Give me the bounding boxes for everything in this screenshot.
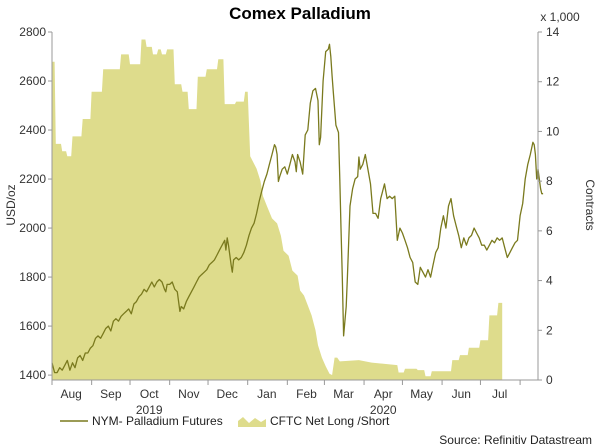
left-tick-label: 2400 (19, 123, 46, 137)
x-year-label: 2019 (136, 403, 163, 417)
right-tick-label: 6 (546, 224, 553, 238)
left-tick-label: 2000 (19, 221, 46, 235)
x-month-label: Jun (452, 387, 471, 401)
right-tick-label: 8 (546, 174, 553, 188)
right-tick-label: 4 (546, 274, 553, 288)
chart-title: Comex Palladium (229, 4, 371, 23)
right-tick-label: 14 (546, 25, 560, 39)
legend-label-cftc: CFTC Net Long /Short (270, 414, 390, 428)
legend: NYM- Palladium Futures CFTC Net Long /Sh… (60, 414, 390, 428)
area-series (52, 39, 503, 380)
x-month-label: Jan (257, 387, 276, 401)
legend-label-futures: NYM- Palladium Futures (92, 414, 223, 428)
area-cftc-net (52, 39, 503, 380)
source-note: Source: Refinitiv Datastream (439, 433, 592, 447)
right-tick-label: 10 (546, 124, 560, 138)
legend-area-swatch (238, 417, 266, 427)
left-tick-label: 2600 (19, 74, 46, 88)
line-series (51, 43, 544, 374)
x-month-label: May (410, 387, 433, 401)
right-axis-label: Contracts (583, 179, 597, 230)
line-palladium-futures (51, 43, 544, 374)
x-month-label: Mar (333, 387, 354, 401)
x-year-label: 2020 (370, 403, 397, 417)
x-month-label: Feb (296, 387, 317, 401)
x-month-label: Sep (100, 387, 122, 401)
x-month-label: Aug (61, 387, 82, 401)
x-month-label: Dec (217, 387, 238, 401)
right-axis-multiplier: x 1,000 (540, 10, 580, 24)
left-tick-label: 2800 (19, 25, 46, 39)
left-tick-label: 1600 (19, 319, 46, 333)
left-tick-label: 1800 (19, 270, 46, 284)
right-tick-label: 0 (546, 373, 553, 387)
left-axis-label: USD/oz (4, 184, 18, 225)
x-month-label: Jul (492, 387, 507, 401)
axes: 1400 1600 1800 2000 2200 2400 2600 2800 0 2 4 6 8 10 1… (19, 25, 559, 417)
x-month-label: Apr (374, 387, 393, 401)
right-tick-label: 12 (546, 75, 560, 89)
left-tick-label: 1400 (19, 368, 46, 382)
x-month-label: Oct (140, 387, 159, 401)
right-tick-label: 2 (546, 323, 553, 337)
x-month-label: Nov (178, 387, 199, 401)
left-tick-label: 2200 (19, 172, 46, 186)
